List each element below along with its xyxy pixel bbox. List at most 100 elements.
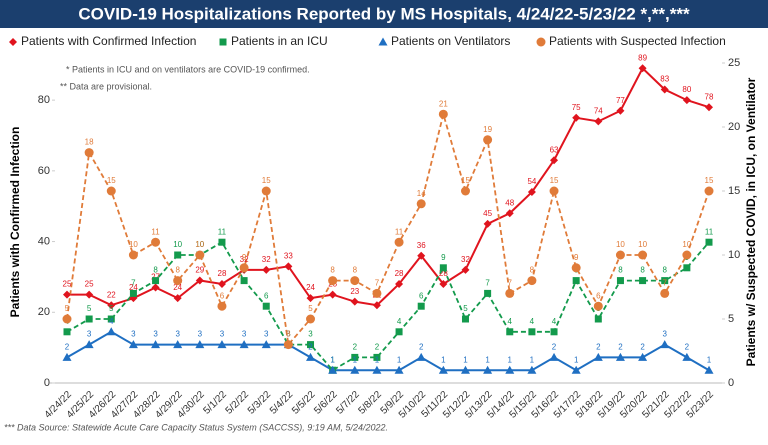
x-tick-label: 5/5/22: [290, 389, 318, 417]
marker: [195, 250, 205, 260]
data-label: 7: [131, 279, 136, 288]
chart-title: COVID-19 Hospitalizations Reported by MS…: [78, 4, 690, 23]
data-label: 24: [129, 283, 138, 292]
marker: [129, 289, 137, 297]
marker: [438, 365, 448, 374]
series-line: [66, 110, 710, 347]
marker: [261, 340, 271, 349]
data-label: 2: [65, 343, 70, 352]
marker: [661, 277, 669, 285]
data-label: 4: [552, 317, 557, 326]
data-label: 4: [508, 317, 513, 326]
marker: [616, 106, 625, 115]
marker: [460, 186, 470, 196]
data-label: 4: [397, 317, 402, 326]
legend-label: Patients in an ICU: [231, 34, 328, 48]
source: *** Data Source: Statewide Acute Care Ca…: [4, 422, 388, 432]
data-label: 3: [286, 330, 291, 339]
marker: [195, 340, 205, 349]
marker: [372, 288, 382, 298]
x-tick-label: 5/3/22: [246, 389, 274, 417]
data-label: 3: [308, 330, 313, 339]
data-label: 1: [530, 355, 535, 364]
marker: [218, 238, 226, 246]
marker: [505, 288, 515, 298]
marker: [239, 263, 249, 273]
marker: [217, 340, 227, 349]
data-label: 6: [220, 291, 225, 300]
data-label: 1: [353, 355, 358, 364]
marker: [505, 365, 515, 374]
marker: [85, 290, 94, 299]
marker: [174, 251, 182, 259]
y-tick-label: 60: [38, 165, 50, 177]
marker: [239, 340, 249, 349]
marker: [705, 238, 713, 246]
marker: [373, 353, 381, 361]
marker: [394, 365, 404, 374]
data-label: 23: [350, 287, 359, 296]
data-label: 3: [131, 330, 136, 339]
data-label: 9: [574, 253, 579, 262]
data-label: 4: [530, 317, 535, 326]
marker: [85, 315, 93, 323]
x-tick-label: 5/4/22: [268, 389, 296, 417]
marker: [639, 277, 647, 285]
data-label: 7: [508, 279, 513, 288]
data-label: 8: [640, 266, 645, 275]
x-tick-label: 5/8/22: [356, 389, 384, 417]
marker: [395, 279, 404, 288]
x-tick-label: 5/7/22: [334, 389, 362, 417]
data-label: 15: [705, 176, 714, 185]
marker: [62, 314, 72, 324]
series-line: [66, 330, 710, 372]
marker: [704, 186, 714, 196]
legend-label: Patients with Suspected Infection: [549, 34, 726, 48]
marker: [328, 290, 337, 299]
data-label: 32: [262, 255, 271, 264]
data-label: 19: [483, 125, 492, 134]
marker: [350, 276, 360, 286]
data-label: 25: [85, 280, 94, 289]
marker: [173, 340, 183, 349]
marker: [527, 188, 536, 197]
marker: [505, 209, 514, 218]
marker: [593, 352, 603, 361]
y2-tick-label: 20: [728, 121, 740, 133]
data-label: 10: [195, 240, 204, 249]
data-label: 1: [485, 355, 490, 364]
data-label: 10: [129, 240, 138, 249]
marker: [84, 340, 94, 349]
data-label: 8: [618, 266, 623, 275]
marker: [682, 352, 692, 361]
data-label: 1: [330, 355, 335, 364]
marker: [638, 250, 648, 260]
marker: [550, 328, 558, 336]
marker: [151, 340, 161, 349]
data-label: 11: [218, 227, 227, 236]
marker: [217, 301, 227, 311]
data-label: 1: [441, 355, 446, 364]
marker: [372, 365, 382, 374]
note: ** Data are provisional.: [60, 81, 152, 91]
marker: [261, 186, 271, 196]
data-label: 77: [616, 96, 625, 105]
marker: [572, 113, 581, 122]
marker: [682, 96, 691, 105]
data-label: 32: [461, 255, 470, 264]
data-label: 3: [662, 330, 667, 339]
marker: [395, 328, 403, 336]
data-label: 8: [353, 266, 358, 275]
data-label: 15: [461, 176, 470, 185]
marker: [483, 219, 492, 228]
marker: [284, 262, 293, 271]
marker: [638, 352, 648, 361]
data-label: 15: [107, 176, 116, 185]
data-label: 18: [85, 138, 94, 147]
marker: [660, 340, 670, 349]
data-label: 2: [685, 343, 690, 352]
x-tick-label: 5/1/22: [202, 389, 230, 417]
marker: [438, 109, 448, 119]
marker: [439, 279, 448, 288]
x-tick-label: 5/6/22: [312, 389, 340, 417]
